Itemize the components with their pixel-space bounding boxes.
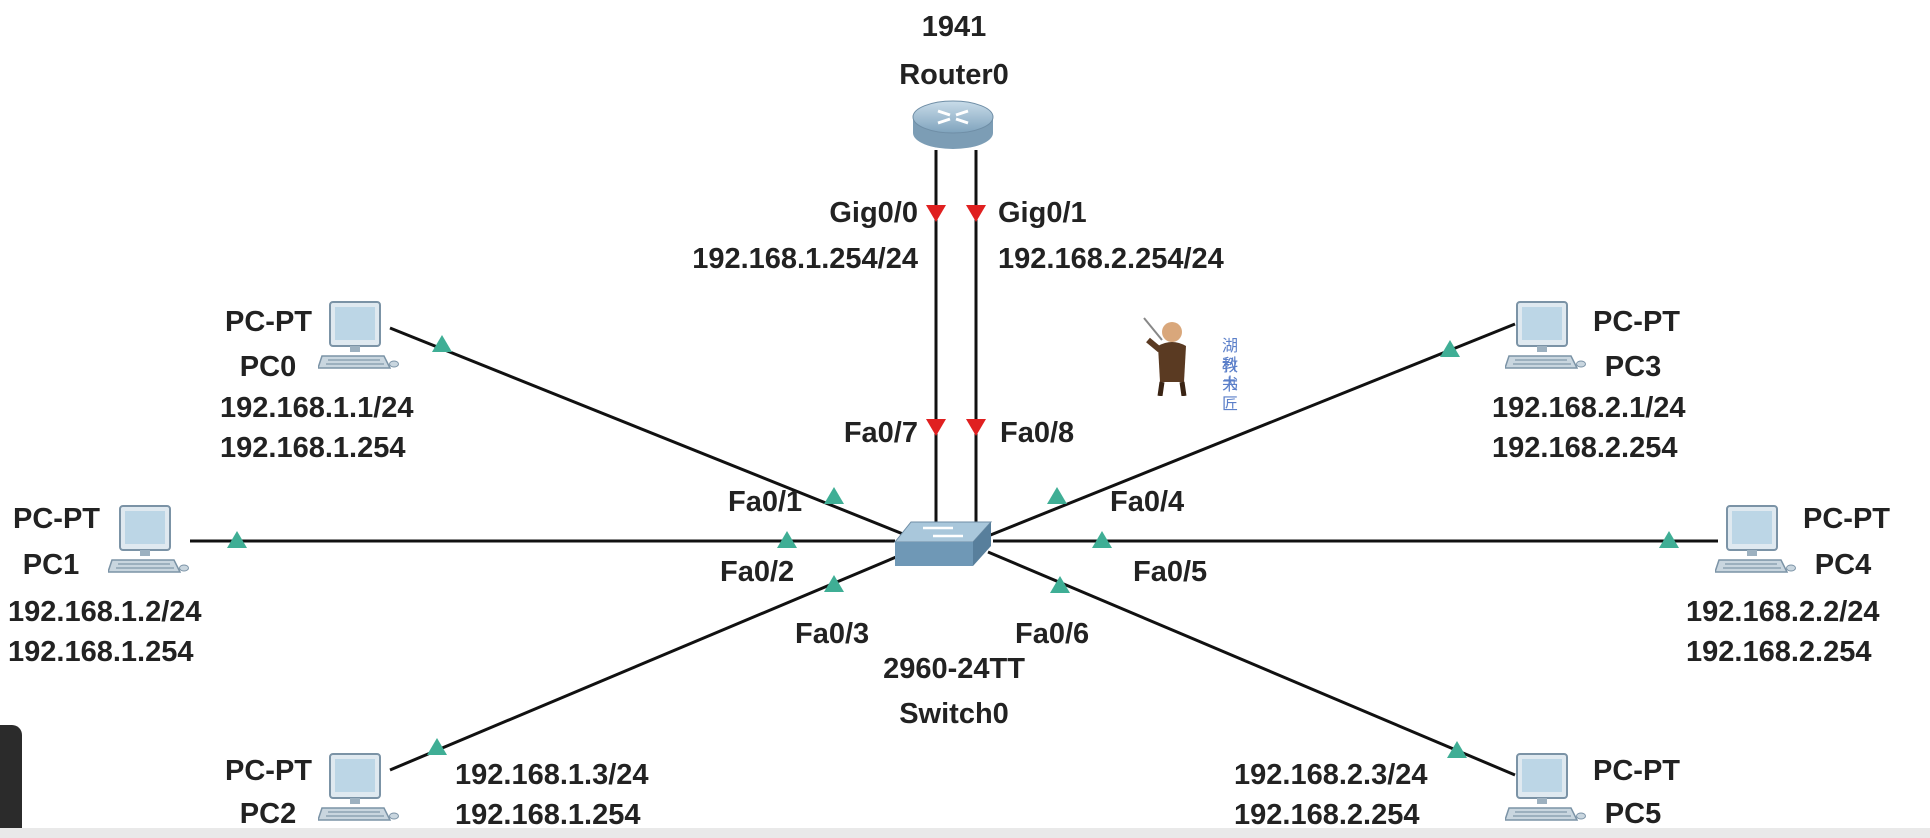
pc1-icon[interactable] <box>108 504 190 576</box>
pc1-gateway: 192.168.1.254 <box>8 636 194 668</box>
link-state-fa0-8 <box>966 419 986 436</box>
switch-port-fa0-8: Fa0/8 <box>1000 417 1075 449</box>
pc0-gateway: 192.168.1.254 <box>220 432 406 464</box>
pc2-icon[interactable] <box>318 752 400 824</box>
router-port-gig0-1: Gig0/1 <box>998 197 1087 229</box>
switch-port-fa0-1: Fa0/1 <box>728 486 803 518</box>
link-state-gig0-0 <box>926 205 946 222</box>
link-state-switch-pc0 <box>824 487 844 504</box>
link-state-switch-pc5 <box>1050 576 1070 593</box>
switch-port-fa0-2: Fa0/2 <box>720 556 795 588</box>
watermark-text-1: 湖科大 <box>1222 336 1239 394</box>
link-state-gig0-1 <box>966 205 986 222</box>
pc4-ip: 192.168.2.2/24 <box>1686 596 1880 628</box>
bottom-edge-bar <box>0 828 1930 838</box>
watermark-text-2: 教书匠 <box>1222 356 1239 414</box>
pc5-name: PC5 <box>1604 798 1662 830</box>
pc2-type: PC-PT <box>225 755 312 787</box>
switch-port-fa0-7: Fa0/7 <box>843 417 918 449</box>
link-state-pc0 <box>432 335 452 352</box>
link-pc3[interactable] <box>987 322 1516 538</box>
pc4-gateway: 192.168.2.254 <box>1686 636 1872 668</box>
pc1-ip: 192.168.1.2/24 <box>8 596 202 628</box>
switch-model: 2960-24TT <box>883 653 1025 685</box>
switch-port-fa0-6: Fa0/6 <box>1015 618 1090 650</box>
pc5-ip: 192.168.2.3/24 <box>1234 759 1428 791</box>
link-state-fa0-7 <box>926 419 946 436</box>
mascot-figure-icon <box>1143 317 1187 397</box>
link-pc5[interactable] <box>987 550 1516 777</box>
link-pc0[interactable] <box>389 326 909 538</box>
link-state-switch-pc2 <box>824 575 844 592</box>
pc1-type: PC-PT <box>13 503 100 535</box>
link-state-pc5 <box>1447 741 1467 758</box>
links-layer <box>190 150 1718 777</box>
router-icon[interactable] <box>910 97 996 153</box>
pc2-ip: 192.168.1.3/24 <box>455 759 649 791</box>
pc4-icon[interactable] <box>1715 504 1797 576</box>
router-ip-gig0-0: 192.168.1.254/24 <box>692 243 918 275</box>
pc3-name: PC3 <box>1604 351 1662 383</box>
pc0-type: PC-PT <box>225 306 312 338</box>
router-port-gig0-0: Gig0/0 <box>829 197 918 229</box>
pc3-icon[interactable] <box>1505 300 1587 372</box>
router-model: 1941 <box>921 11 987 43</box>
pc4-name: PC4 <box>1814 549 1872 581</box>
pc5-icon[interactable] <box>1505 752 1587 824</box>
link-state-switch-pc3 <box>1047 487 1067 504</box>
switch-port-fa0-3: Fa0/3 <box>795 618 870 650</box>
pc4-type: PC-PT <box>1803 503 1890 535</box>
switch-name: Switch0 <box>899 698 1009 730</box>
link-state-pc3 <box>1440 340 1460 357</box>
link-state-switch-pc1 <box>777 531 797 548</box>
pc2-name: PC2 <box>239 798 297 830</box>
link-pc2[interactable] <box>389 550 909 772</box>
pc0-icon[interactable] <box>318 300 400 372</box>
link-indicators-layer <box>227 205 1679 758</box>
pc3-type: PC-PT <box>1593 306 1680 338</box>
switch-port-fa0-5: Fa0/5 <box>1133 556 1208 588</box>
pc0-ip: 192.168.1.1/24 <box>220 392 414 424</box>
overlay-corner-tab <box>0 725 22 838</box>
watermark-logo: 湖科大 教书匠 <box>1140 310 1238 413</box>
link-state-pc4 <box>1659 531 1679 548</box>
pc3-ip: 192.168.2.1/24 <box>1492 392 1686 424</box>
link-state-pc2 <box>427 738 447 755</box>
router-name: Router0 <box>899 59 1009 91</box>
pc2-gateway: 192.168.1.254 <box>455 799 641 831</box>
link-state-switch-pc4 <box>1092 531 1112 548</box>
pc3-gateway: 192.168.2.254 <box>1492 432 1678 464</box>
switch-port-fa0-4: Fa0/4 <box>1110 486 1185 518</box>
pc5-type: PC-PT <box>1593 755 1680 787</box>
link-state-pc1 <box>227 531 247 548</box>
switch-icon[interactable] <box>893 520 993 570</box>
pc0-name: PC0 <box>239 351 297 383</box>
router-ip-gig0-1: 192.168.2.254/24 <box>998 243 1224 275</box>
pc5-gateway: 192.168.2.254 <box>1234 799 1420 831</box>
pc1-name: PC1 <box>22 549 80 581</box>
